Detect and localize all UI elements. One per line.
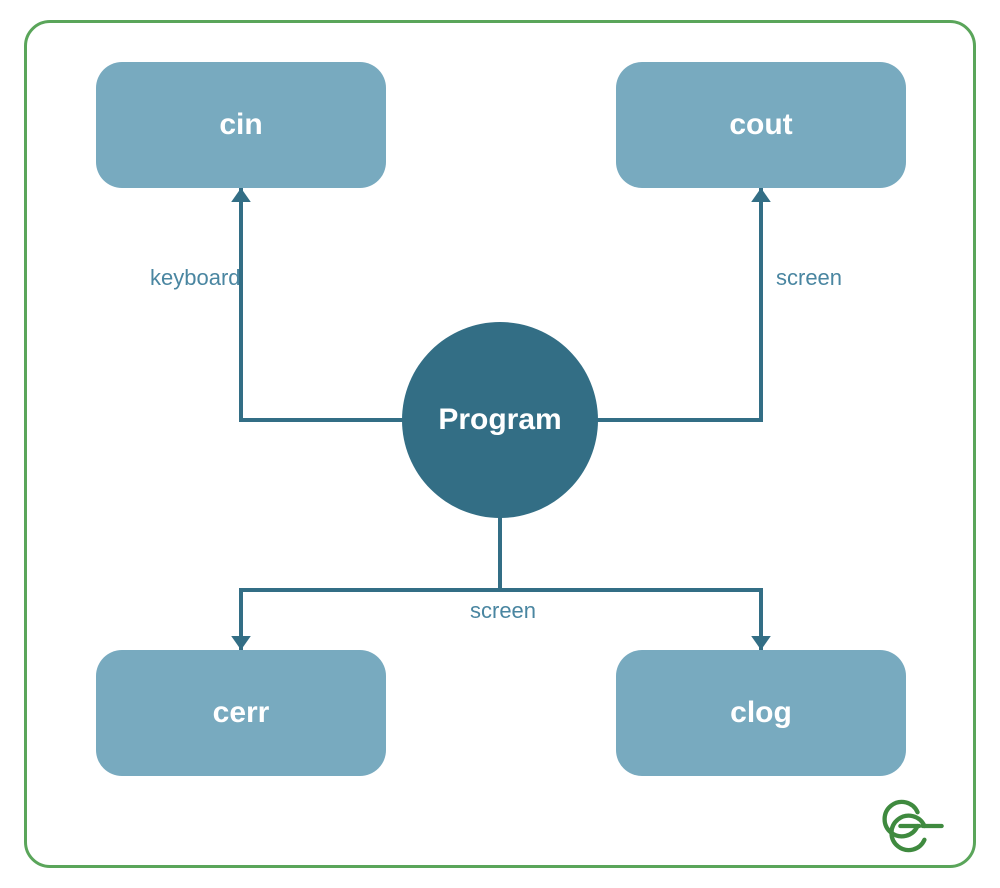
edge-label-screen-top: screen — [776, 265, 842, 291]
node-program-label: Program — [438, 403, 561, 437]
node-clog: clog — [616, 650, 906, 776]
node-cout: cout — [616, 62, 906, 188]
node-cin: cin — [96, 62, 386, 188]
node-cerr-label: cerr — [213, 696, 270, 730]
node-clog-label: clog — [730, 696, 792, 730]
edge-label-screen-bottom: screen — [470, 598, 536, 624]
geeksforgeeks-logo — [878, 798, 964, 854]
edge-label-keyboard: keyboard — [150, 265, 241, 291]
node-cin-label: cin — [219, 108, 262, 142]
node-cerr: cerr — [96, 650, 386, 776]
node-cout-label: cout — [729, 108, 792, 142]
node-program: Program — [402, 322, 598, 518]
